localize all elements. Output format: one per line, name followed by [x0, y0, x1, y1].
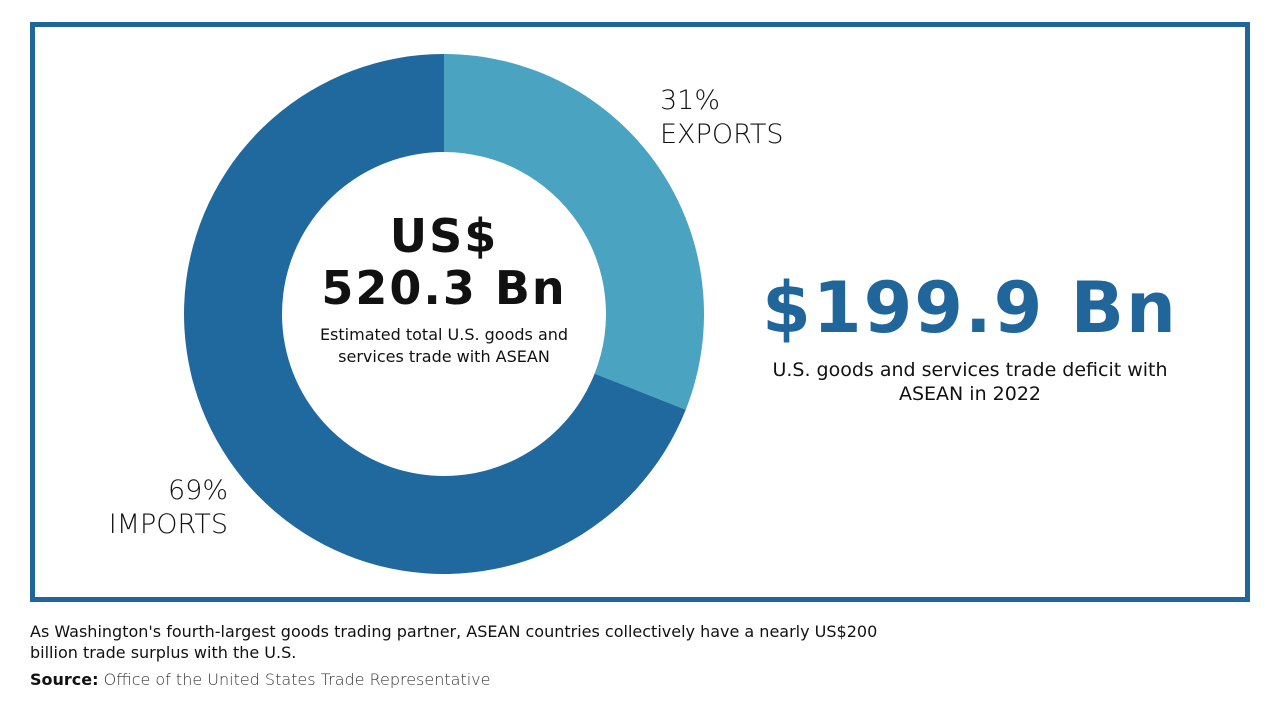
imports-label: 69% IMPORTS [88, 474, 228, 542]
donut-slice-imports [184, 53, 686, 574]
total-trade-value: 520.3 Bn [321, 261, 567, 315]
footnote: As Washington's fourth-largest goods tra… [30, 622, 878, 662]
total-trade-caption: Estimated total U.S. goods and services … [319, 325, 569, 366]
source-line: Source: Office of the United States Trad… [30, 669, 490, 690]
donut-center: US$ 520.3 Bn Estimated total U.S. goods … [304, 210, 584, 368]
imports-percent: 69% [167, 475, 228, 506]
imports-name: IMPORTS [108, 509, 228, 540]
exports-percent: 31% [660, 85, 721, 116]
exports-label: 31% EXPORTS [660, 84, 784, 152]
deficit-value: $199.9 Bn [762, 267, 1178, 349]
deficit-highlight: $199.9 Bn U.S. goods and services trade … [740, 268, 1200, 406]
infographic-frame [30, 22, 1250, 602]
source-label: Source: [30, 670, 99, 689]
donut-slice-exports [444, 54, 704, 410]
source-text: Office of the United States Trade Repres… [103, 670, 491, 689]
deficit-description: U.S. goods and services trade deficit wi… [772, 359, 1168, 405]
total-trade-currency: US$ [389, 209, 499, 263]
exports-name: EXPORTS [660, 119, 784, 150]
